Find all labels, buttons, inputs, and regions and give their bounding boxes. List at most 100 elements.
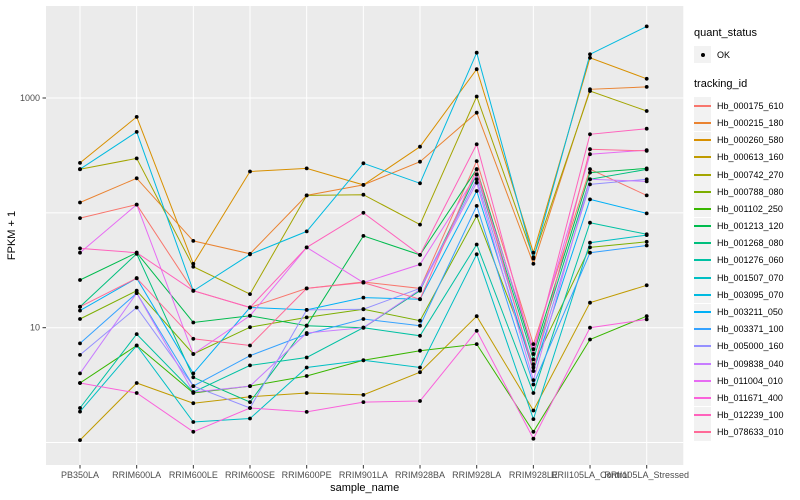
- data-point: [248, 363, 252, 368]
- legend-item-Hb_000260_580: Hb_000260_580: [694, 131, 800, 149]
- legend-item-Hb_001276_060: Hb_001276_060: [694, 251, 800, 269]
- legend-title-tracking-id: tracking_id: [694, 78, 748, 91]
- data-point: [644, 317, 649, 322]
- data-point: [418, 181, 422, 186]
- data-point: [474, 204, 479, 208]
- data-point: [361, 400, 366, 404]
- legend-item-label: Hb_011004_010: [717, 375, 783, 386]
- line-swatch-icon: [694, 276, 711, 279]
- data-point: [304, 374, 309, 378]
- data-point: [531, 357, 536, 362]
- data-point: [304, 355, 309, 360]
- legend-key-swatch: [694, 286, 711, 304]
- y-axis-title: FPKM + 1: [6, 211, 18, 260]
- data-point: [361, 210, 366, 215]
- legend-item-label: Hb_001102_250: [717, 203, 783, 214]
- data-point: [361, 161, 366, 166]
- data-point: [248, 384, 252, 388]
- point-icon: [700, 52, 705, 57]
- data-point: [644, 179, 649, 184]
- y-tick-labels: 10 1000: [20, 93, 40, 333]
- legend-item-Hb_078633_010: Hb_078633_010: [694, 423, 800, 441]
- data-point: [531, 382, 536, 387]
- data-point: [134, 115, 139, 119]
- line-swatch-icon: [694, 207, 711, 210]
- data-point: [361, 183, 366, 187]
- data-point: [588, 245, 592, 250]
- legend-key-swatch: [694, 46, 711, 64]
- data-point: [304, 391, 309, 395]
- data-point: [588, 250, 592, 255]
- data-point: [418, 348, 422, 353]
- line-swatch-icon: [694, 396, 711, 399]
- data-point: [78, 341, 82, 346]
- data-point: [531, 417, 536, 421]
- legend-item-label: Hb_001276_060: [717, 255, 784, 266]
- data-point: [644, 283, 649, 288]
- data-point: [644, 243, 649, 248]
- x-tick-label: RRIM928LA: [452, 470, 501, 480]
- line-swatch-icon: [694, 311, 711, 314]
- data-point: [418, 144, 422, 149]
- data-point: [361, 280, 366, 285]
- data-point: [78, 409, 82, 414]
- line-swatch-icon: [694, 156, 711, 159]
- data-point: [474, 189, 479, 193]
- data-point: [78, 250, 82, 255]
- data-point: [644, 149, 649, 153]
- legend-item-label: Hb_003095_070: [717, 289, 784, 300]
- data-point: [588, 167, 592, 172]
- data-point: [644, 85, 649, 89]
- line-swatch-icon: [694, 225, 711, 228]
- data-point: [474, 328, 479, 333]
- data-point: [644, 24, 649, 29]
- data-point: [134, 391, 139, 395]
- data-point: [78, 278, 82, 282]
- legend-key-swatch: [694, 355, 711, 373]
- legend-section-tracking-id: tracking_id Hb_000175_610 Hb_000215_180 Hb…: [694, 78, 800, 441]
- data-point: [78, 317, 82, 321]
- data-point: [588, 337, 592, 342]
- line-swatch-icon: [694, 431, 711, 434]
- axis-ticks: [42, 97, 648, 469]
- data-point: [304, 365, 309, 370]
- legend-key-swatch: [694, 166, 711, 184]
- data-point: [531, 369, 536, 373]
- data-point: [588, 132, 592, 137]
- x-tick-label: RRIM600PE: [282, 470, 332, 480]
- legend-key-swatch: [694, 337, 711, 355]
- data-point: [531, 261, 536, 266]
- legend-key-swatch: [694, 423, 711, 441]
- line-swatch-icon: [694, 328, 711, 331]
- legend-title-quant-status: quant_status: [694, 27, 757, 39]
- data-point: [248, 400, 252, 404]
- y-tick-label: 1000: [20, 93, 40, 103]
- data-point: [418, 333, 422, 338]
- data-point: [474, 180, 479, 185]
- legend-item-Hb_005000_160: Hb_005000_160: [694, 337, 800, 355]
- legend-item-Hb_000613_160: Hb_000613_160: [694, 148, 800, 166]
- data-point: [134, 305, 139, 310]
- legend-item-label: Hb_000260_580: [717, 135, 784, 146]
- legend-key-swatch: [694, 97, 711, 115]
- data-point: [78, 353, 82, 357]
- data-point: [304, 229, 309, 234]
- legend-item-Hb_009838_040: Hb_009838_040: [694, 355, 800, 373]
- data-point: [304, 286, 309, 291]
- legend-tracking-id-items: Hb_000175_610 Hb_000215_180 Hb_000260_580 H…: [694, 97, 800, 441]
- data-point: [248, 394, 252, 399]
- x-tick-label: RRIM901LA: [339, 470, 388, 480]
- data-point: [248, 406, 252, 410]
- data-point: [644, 76, 649, 81]
- line-swatch-icon: [694, 104, 711, 107]
- data-point: [191, 320, 196, 325]
- data-point: [418, 253, 422, 257]
- legend-item-ok: OK: [694, 46, 800, 64]
- legend-item-label: Hb_012239_100: [717, 410, 784, 421]
- data-point: [191, 401, 196, 406]
- data-point: [418, 365, 422, 370]
- data-point: [361, 358, 366, 363]
- legend-item-label: Hb_001507_070: [717, 272, 784, 283]
- data-point: [191, 390, 196, 394]
